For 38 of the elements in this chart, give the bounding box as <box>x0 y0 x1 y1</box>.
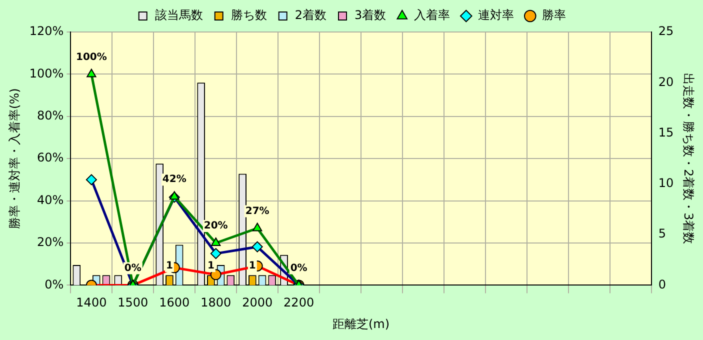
y2-axis-title: 出走数・勝ち数・2着数・3着数 <box>682 72 696 244</box>
x-tick-label: 1500 <box>118 296 148 310</box>
x-tick-label: 1800 <box>200 296 232 310</box>
y-tick-label: 20% <box>37 235 64 250</box>
legend-label: 該当馬数 <box>154 8 203 22</box>
x-tick-label: 1600 <box>159 296 190 310</box>
x-tick-label: 2000 <box>242 296 273 310</box>
data-label: 20% <box>204 220 228 232</box>
data-label: 1 <box>207 260 214 272</box>
x-tick-label: 2200 <box>284 296 314 310</box>
legend-label: 勝率 <box>542 8 566 22</box>
y-tick-label: 100% <box>29 66 64 80</box>
data-label: 1 <box>248 260 256 272</box>
y2-tick-label: 0 <box>658 277 666 292</box>
data-label: 0% <box>290 262 308 274</box>
y2-tick-label: 25 <box>658 24 674 38</box>
y2-tick-label: 15 <box>658 125 674 140</box>
y2-tick-label: 5 <box>658 226 666 241</box>
legend-label: 3着数 <box>354 8 386 22</box>
x-axis-title: 距離芝(m) <box>332 316 390 331</box>
data-label: 100% <box>76 52 107 63</box>
y-axis-title: 勝率・連対率・入着率(%) <box>7 88 22 229</box>
y-tick-label: 0% <box>44 277 64 292</box>
y-tick-label: 60% <box>37 150 64 165</box>
y2-tick-label: 20 <box>658 74 674 89</box>
y-tick-label: 120% <box>29 24 64 38</box>
x-tick-label: 1400 <box>76 296 107 310</box>
data-label: 27% <box>245 206 270 217</box>
legend-label: 勝ち数 <box>230 8 267 22</box>
legend-label: 入着率 <box>414 8 450 22</box>
y2-tick-label: 10 <box>658 176 674 190</box>
legend-label: 連対率 <box>478 8 514 22</box>
y-tick-label: 80% <box>37 108 64 123</box>
data-label: 42% <box>162 174 186 186</box>
data-label: 1 <box>166 260 173 272</box>
legend-label: 2着数 <box>294 8 327 22</box>
data-label: 0% <box>124 262 142 274</box>
y-tick-label: 40% <box>37 192 64 207</box>
